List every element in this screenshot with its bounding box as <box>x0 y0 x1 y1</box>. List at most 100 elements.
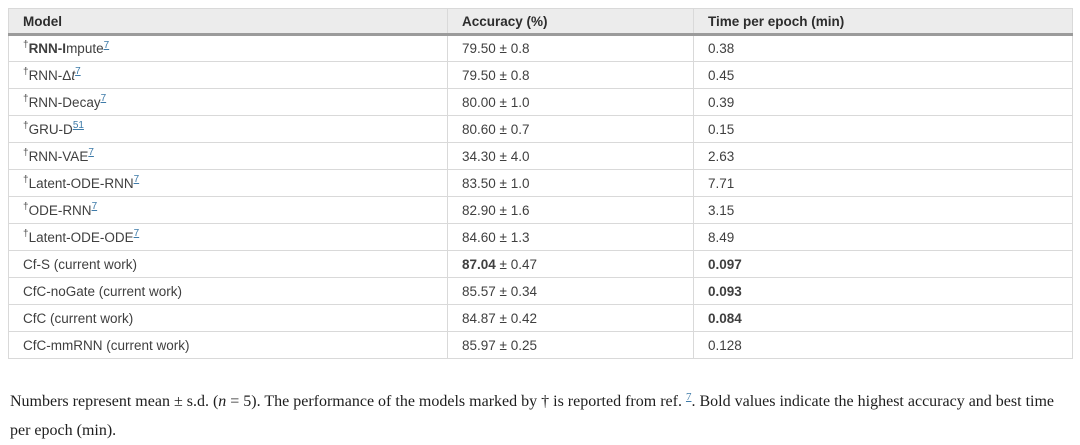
model-name-segment: RNN-Δ <box>28 67 72 83</box>
reference-link[interactable]: 7 <box>75 66 81 77</box>
accuracy-cell: 79.50 ± 0.8 <box>447 34 694 62</box>
column-header-time-per-epoch: Time per epoch (min) <box>693 8 1073 36</box>
accuracy-mean: 85.57 <box>462 283 496 299</box>
table-row: CfC (current work) 84.87 ± 0.42 0.084 <box>8 304 1073 332</box>
table-row: †RNN-Impute7 79.50 ± 0.8 0.38 <box>8 34 1073 62</box>
footnote-text-segment: n <box>218 393 227 410</box>
accuracy-mean: 87.04 <box>462 256 496 272</box>
time-per-epoch-cell: 0.15 <box>693 115 1073 143</box>
model-name-segment: RNN-Decay <box>28 94 101 110</box>
accuracy-sd: ± 1.0 <box>495 94 530 110</box>
time-per-epoch-cell: 0.38 <box>693 34 1073 62</box>
reference-link[interactable]: 7 <box>100 93 107 104</box>
footnote-text-segment: Numbers represent mean ± s.d. ( <box>10 393 219 410</box>
model-name-segment: CfC-noGate (current work) <box>23 283 183 299</box>
time-per-epoch-value: 3.15 <box>708 202 735 218</box>
accuracy-cell: 34.30 ± 4.0 <box>447 142 694 170</box>
time-per-epoch-value: 0.45 <box>708 67 735 83</box>
accuracy-cell: 85.57 ± 0.34 <box>447 277 694 305</box>
reference-link[interactable]: 7 <box>88 147 94 158</box>
table-footnote: Numbers represent mean ± s.d. (n = 5). T… <box>10 387 1074 445</box>
reference-link[interactable]: 7 <box>133 174 140 185</box>
model-name-segment: Latent-ODE-RNN <box>28 175 134 191</box>
accuracy-sd: ± 0.47 <box>495 256 537 272</box>
model-cell: †RNN-Impute7 <box>8 34 448 62</box>
reference-link[interactable]: 7 <box>91 201 98 212</box>
accuracy-sd: ± 0.8 <box>495 67 530 83</box>
time-per-epoch-value: 0.128 <box>708 337 742 353</box>
dagger-mark: † <box>23 120 29 131</box>
time-per-epoch-cell: 0.128 <box>693 331 1073 359</box>
table-row: CfC-mmRNN (current work) 85.97 ± 0.25 0.12… <box>8 331 1073 359</box>
model-results-table: Model Accuracy (%) Time per epoch (min) … <box>8 8 1073 359</box>
model-cell: †Latent-ODE-RNN7 <box>8 169 448 197</box>
time-per-epoch-cell: 0.097 <box>693 250 1073 278</box>
model-cell: Cf-S (current work) <box>8 250 448 278</box>
table-row: †ODE-RNN7 82.90 ± 1.6 3.15 <box>8 196 1073 224</box>
accuracy-mean: 84.87 <box>462 310 496 326</box>
reference-link[interactable]: 7 <box>103 39 110 51</box>
column-header-accuracy: Accuracy (%) <box>447 8 694 36</box>
time-per-epoch-cell: 0.084 <box>693 304 1073 332</box>
model-cell: †RNN-Decay7 <box>8 88 448 116</box>
accuracy-sd: ± 1.3 <box>495 229 530 245</box>
model-name-segment: GRU-D <box>28 121 73 137</box>
model-name-segment: ODE-RNN <box>28 202 92 218</box>
model-cell: †Latent-ODE-ODE7 <box>8 223 448 251</box>
accuracy-cell: 80.60 ± 0.7 <box>447 115 694 143</box>
accuracy-cell: 79.50 ± 0.8 <box>447 61 694 89</box>
accuracy-sd: ± 1.0 <box>495 175 530 191</box>
accuracy-mean: 82.90 <box>462 202 496 218</box>
table-row: †RNN-VAE7 34.30 ± 4.0 2.63 <box>8 142 1073 170</box>
table-row: †RNN-Decay7 80.00 ± 1.0 0.39 <box>8 88 1073 116</box>
time-per-epoch-cell: 3.15 <box>693 196 1073 224</box>
reference-link[interactable]: 51 <box>72 120 84 131</box>
dagger-mark: † <box>23 93 29 104</box>
accuracy-sd: ± 0.8 <box>495 41 530 56</box>
model-name-segment: t <box>71 67 76 83</box>
accuracy-mean: 79.50 <box>462 41 496 56</box>
dagger-mark: † <box>23 147 29 158</box>
model-cell: CfC-mmRNN (current work) <box>8 331 448 359</box>
reference-link[interactable]: 7 <box>685 390 692 403</box>
dagger-mark: † <box>23 228 29 239</box>
accuracy-sd: ± 4.0 <box>495 148 530 164</box>
reference-link[interactable]: 7 <box>133 228 140 239</box>
accuracy-mean: 85.97 <box>462 337 496 353</box>
model-cell: †RNN-Δt7 <box>8 61 448 89</box>
time-per-epoch-cell: 0.45 <box>693 61 1073 89</box>
accuracy-sd: ± 0.7 <box>495 121 530 137</box>
time-per-epoch-cell: 0.093 <box>693 277 1073 305</box>
accuracy-mean: 79.50 <box>462 67 496 83</box>
model-cell: †ODE-RNN7 <box>8 196 448 224</box>
time-per-epoch-cell: 2.63 <box>693 142 1073 170</box>
accuracy-sd: ± 0.25 <box>495 337 537 353</box>
dagger-mark: † <box>23 39 29 51</box>
column-header-model: Model <box>8 8 448 36</box>
time-per-epoch-value: 8.49 <box>708 229 735 245</box>
model-cell: †GRU-D51 <box>8 115 448 143</box>
accuracy-cell: 87.04 ± 0.47 <box>447 250 694 278</box>
time-per-epoch-value: 0.38 <box>708 41 735 56</box>
accuracy-sd: ± 0.42 <box>495 310 537 326</box>
time-per-epoch-cell: 0.39 <box>693 88 1073 116</box>
time-per-epoch-value: 0.084 <box>708 310 742 326</box>
table-row: †GRU-D51 80.60 ± 0.7 0.15 <box>8 115 1073 143</box>
model-name-segment: CfC-mmRNN (current work) <box>23 337 190 353</box>
time-per-epoch-value: 7.71 <box>708 175 735 191</box>
model-cell: †RNN-VAE7 <box>8 142 448 170</box>
footnote-text-segment: = 5). The performance of the models mark… <box>226 393 686 410</box>
accuracy-mean: 84.60 <box>462 229 496 245</box>
model-name-segment: Cf-S (current work) <box>23 256 138 272</box>
accuracy-mean: 83.50 <box>462 175 496 191</box>
accuracy-cell: 84.87 ± 0.42 <box>447 304 694 332</box>
time-per-epoch-value: 0.15 <box>708 121 735 137</box>
time-per-epoch-value: 0.097 <box>708 256 742 272</box>
model-cell: CfC-noGate (current work) <box>8 277 448 305</box>
time-per-epoch-value: 2.63 <box>708 148 735 164</box>
model-name-segment: Latent-ODE-ODE <box>28 229 134 245</box>
accuracy-mean: 80.60 <box>462 121 496 137</box>
time-per-epoch-cell: 7.71 <box>693 169 1073 197</box>
accuracy-cell: 80.00 ± 1.0 <box>447 88 694 116</box>
accuracy-cell: 83.50 ± 1.0 <box>447 169 694 197</box>
